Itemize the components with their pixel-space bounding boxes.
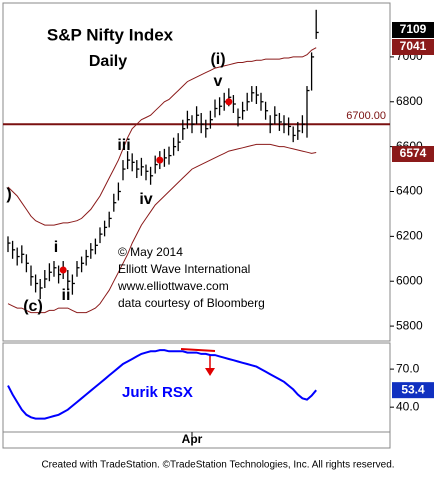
wave-label: v <box>214 73 223 90</box>
last-value-label: 53.4 <box>401 382 425 396</box>
time-axis <box>2 431 391 449</box>
price-panel <box>2 2 391 342</box>
footer: Created with TradeStation. ©TradeStation… <box>41 460 394 471</box>
wave-label: iii <box>117 137 130 154</box>
signal-dot <box>225 98 233 106</box>
wave-label: ) <box>6 186 11 203</box>
last-value-box <box>392 39 434 55</box>
signal-dot <box>59 266 67 274</box>
y-tick-label: 40.0 <box>396 399 420 413</box>
panel-title: Jurik RSX <box>122 384 193 401</box>
chart-title: S&P Nifty Index <box>47 25 174 44</box>
rsx-line <box>7 349 317 420</box>
y-tick-label: 6000 <box>396 273 423 287</box>
last-value-label: 6574 <box>400 146 427 160</box>
wave-label: i <box>54 239 58 256</box>
band-line <box>7 143 317 314</box>
last-value-label: 7109 <box>400 22 427 36</box>
wave-label: (i) <box>210 51 225 68</box>
wave-label: (c) <box>23 298 43 315</box>
arrow-head <box>205 368 215 376</box>
y-tick-label: 6400 <box>396 184 423 198</box>
wave-label: iv <box>139 191 152 208</box>
chart-subtitle: Daily <box>89 53 127 70</box>
last-value-box <box>392 382 434 399</box>
y-tick-label: 70.0 <box>396 361 420 375</box>
note: www.elliottwave.com <box>117 279 229 293</box>
divergence-line <box>180 348 216 352</box>
last-value-box <box>392 146 434 162</box>
y-tick-label: 6800 <box>396 94 423 108</box>
y-tick-label: 6200 <box>396 229 423 243</box>
band-line <box>7 47 317 226</box>
note: Elliott Wave International <box>118 262 250 276</box>
signal-dot <box>156 156 164 164</box>
note: © May 2014 <box>118 245 183 259</box>
x-tick-label: Apr <box>182 432 203 446</box>
wave-label: ii <box>62 287 71 304</box>
note: data courtesy of Bloomberg <box>118 296 265 310</box>
reference-label: 6700.00 <box>346 110 386 122</box>
last-value-label: 7041 <box>400 39 427 53</box>
last-value-box <box>392 22 434 38</box>
y-tick-label: 5800 <box>396 318 423 332</box>
